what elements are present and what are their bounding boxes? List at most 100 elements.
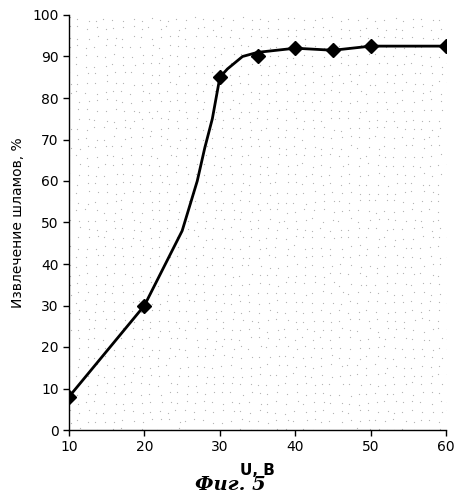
Point <box>374 235 381 243</box>
Point <box>139 52 146 60</box>
Point <box>176 364 183 372</box>
Point <box>417 314 425 322</box>
Point <box>420 262 427 270</box>
Point <box>226 70 233 78</box>
Point <box>254 380 261 388</box>
Point <box>319 298 326 306</box>
Point <box>374 181 381 189</box>
Point <box>140 252 147 260</box>
Point <box>173 290 180 298</box>
Point <box>283 208 291 216</box>
Point <box>445 264 452 272</box>
Point <box>428 408 435 416</box>
Point <box>67 290 74 298</box>
Point <box>256 362 263 370</box>
Point <box>119 178 127 186</box>
Point <box>73 80 80 88</box>
Point <box>428 260 436 268</box>
Point <box>364 317 372 325</box>
Point <box>135 188 143 196</box>
Point <box>280 352 288 360</box>
Point <box>401 178 408 186</box>
Point <box>353 234 361 241</box>
Point <box>380 300 387 308</box>
Point <box>201 224 208 232</box>
Point <box>154 260 162 268</box>
Point <box>310 398 317 406</box>
Point <box>374 328 381 336</box>
Point <box>129 160 137 168</box>
Point <box>291 26 299 34</box>
Point <box>370 70 378 78</box>
Point <box>73 382 81 390</box>
Point <box>193 388 201 396</box>
Point <box>230 50 237 58</box>
Point <box>274 150 282 158</box>
Point <box>190 136 198 143</box>
Point <box>118 205 125 213</box>
Point <box>130 427 137 435</box>
Point <box>165 200 173 208</box>
Point <box>336 260 343 268</box>
Point <box>149 244 156 252</box>
Point <box>254 135 261 143</box>
Point <box>212 308 219 316</box>
Point <box>274 132 281 140</box>
Point <box>64 342 71 350</box>
Point <box>102 108 110 116</box>
Point <box>362 281 369 289</box>
Point <box>235 114 242 122</box>
Point <box>99 251 106 259</box>
Point <box>112 96 119 104</box>
Point <box>437 354 444 362</box>
Point <box>157 26 164 34</box>
Point <box>128 208 135 216</box>
Point <box>316 306 324 314</box>
Point <box>67 262 74 270</box>
Point <box>419 181 426 189</box>
Point <box>93 426 100 434</box>
Point <box>128 272 135 280</box>
Point <box>425 206 432 214</box>
Point <box>345 170 352 177</box>
Point <box>382 105 390 113</box>
Point <box>190 324 198 332</box>
Point <box>326 32 334 40</box>
Point <box>237 364 244 372</box>
Point <box>337 145 344 153</box>
Point <box>110 346 117 354</box>
Point <box>181 269 189 277</box>
Point <box>346 333 353 341</box>
Point <box>418 232 425 240</box>
Point <box>101 54 108 62</box>
Point <box>135 298 143 306</box>
Point <box>84 372 91 380</box>
Point <box>363 14 370 22</box>
Point <box>230 346 237 354</box>
Point <box>109 24 116 32</box>
Point <box>246 88 254 96</box>
Point <box>253 426 261 434</box>
Point <box>353 327 360 335</box>
Point <box>347 78 354 86</box>
Point <box>416 125 424 133</box>
Point <box>361 371 369 379</box>
Point <box>172 318 179 326</box>
Point <box>427 196 434 204</box>
Point <box>370 17 377 25</box>
Point <box>347 242 354 250</box>
Point <box>383 78 390 86</box>
Point <box>158 178 165 186</box>
Point <box>407 187 414 195</box>
Point <box>263 24 271 32</box>
Point <box>353 361 360 369</box>
Point <box>246 133 253 141</box>
Point <box>73 279 80 287</box>
Point <box>227 417 234 425</box>
Point <box>356 242 363 250</box>
Point <box>400 124 408 132</box>
Point <box>238 152 246 160</box>
Point <box>363 171 370 179</box>
Point <box>239 24 246 32</box>
Point <box>235 7 242 15</box>
